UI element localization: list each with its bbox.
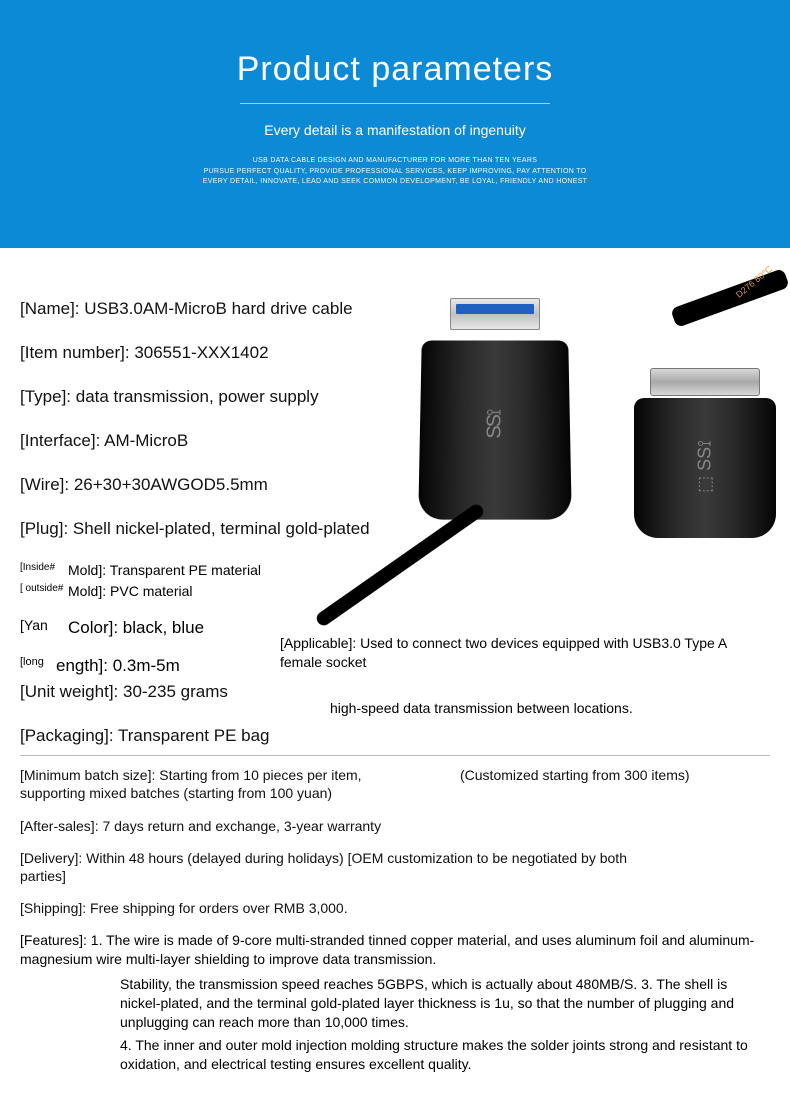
spec-min-batch: [Minimum batch size]: Starting from 10 p… bbox=[20, 766, 420, 802]
cable-wire-right: D276 80°C bbox=[670, 268, 790, 328]
spec-after-sales: [After-sales]: 7 days return and exchang… bbox=[20, 817, 770, 835]
micro-b-connector: ⬚ SS⟟ bbox=[650, 368, 760, 396]
spec-yan-pre: [Yan bbox=[20, 618, 68, 638]
spec-outside-rest: Mold]: PVC material bbox=[68, 583, 192, 600]
spec-delivery: [Delivery]: Within 48 hours (delayed dur… bbox=[20, 849, 640, 885]
features-line-2: Stability, the transmission speed reache… bbox=[120, 975, 770, 1032]
spec-hs-note: high-speed data transmission between loc… bbox=[330, 699, 770, 717]
header-banner: Product parameters Every detail is a man… bbox=[0, 0, 790, 248]
spec-customized: (Customized starting from 300 items) bbox=[460, 766, 690, 802]
spec-yan-rest: Color]: black, blue bbox=[68, 618, 204, 638]
content-area: D276 80°C SS⟟ ⬚ SS⟟ [Name]: USB3.0AM-Mic… bbox=[0, 248, 790, 1108]
spec-shipping: [Shipping]: Free shipping for orders ove… bbox=[20, 899, 770, 917]
spec-inside-rest: Mold]: Transparent PE material bbox=[68, 562, 261, 579]
usb-a-connector: SS⟟ bbox=[450, 298, 540, 330]
spec-applicable: [Applicable]: Used to connect two device… bbox=[280, 634, 770, 670]
features-line-1: [Features]: 1. The wire is made of 9-cor… bbox=[20, 931, 770, 969]
lower-specs: [Minimum batch size]: Starting from 10 p… bbox=[20, 766, 770, 1073]
product-image: D276 80°C SS⟟ ⬚ SS⟟ bbox=[360, 288, 790, 598]
features-line-3: 4. The inner and outer mold injection mo… bbox=[120, 1036, 770, 1074]
spec-features: [Features]: 1. The wire is made of 9-cor… bbox=[20, 931, 770, 1073]
spec-packaging: [Packaging]: Transparent PE bag bbox=[20, 725, 770, 747]
subtitle: Every detail is a manifestation of ingen… bbox=[20, 122, 770, 138]
spec-inside-pre: [Inside# bbox=[20, 562, 68, 579]
tagline-2: PURSUE PERFECT QUALITY, PROVIDE PROFESSI… bbox=[20, 167, 770, 178]
spec-long-rest: ength]: 0.3m-5m bbox=[56, 656, 180, 676]
divider bbox=[20, 755, 770, 756]
title-underline bbox=[240, 103, 550, 104]
usb-ss-icon: SS⟟ bbox=[483, 410, 506, 438]
usb-ss-icon: ⬚ SS⟟ bbox=[695, 440, 716, 493]
spec-outside-pre: [ outside# bbox=[20, 583, 68, 600]
page-title: Product parameters bbox=[20, 50, 770, 89]
tagline-1: USB DATA CABLE DESIGN AND MANUFACTURER F… bbox=[20, 156, 770, 167]
cable-print-label: D276 80°C bbox=[734, 263, 774, 299]
spec-long-pre: [long bbox=[20, 656, 56, 676]
tagline-3: EVERY DETAIL, INNOVATE, LEAD AND SEEK CO… bbox=[20, 177, 770, 188]
